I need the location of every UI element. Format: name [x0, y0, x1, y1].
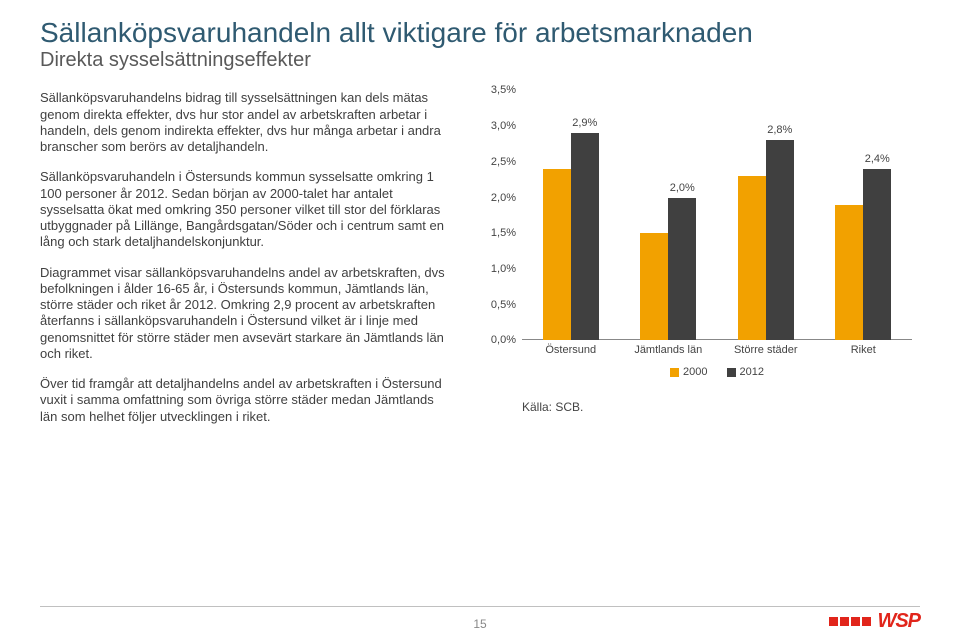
bar-2000: [738, 176, 766, 340]
logo-icon: [829, 617, 871, 626]
y-tick-label: 0,0%: [480, 334, 516, 346]
chart-column: 0,0%0,5%1,0%1,5%2,0%2,5%3,0%3,5% 2,9%2,0…: [470, 90, 920, 439]
bar-2000: [835, 205, 863, 341]
bar-2000: [640, 233, 668, 340]
text-column: Sällanköpsvaruhandelns bidrag till sysse…: [40, 90, 446, 439]
bar-2000: [543, 169, 571, 340]
logo-square: [840, 617, 849, 626]
x-category-label: Riket: [813, 344, 913, 356]
y-tick-label: 2,5%: [480, 156, 516, 168]
chart-legend: 2000 2012: [522, 366, 912, 380]
x-category-label: Jämtlands län: [618, 344, 718, 356]
page-subtitle: Direkta sysselsättningseffekter: [40, 49, 920, 72]
paragraph-2: Sällanköpsvaruhandeln i Östersunds kommu…: [40, 169, 446, 250]
logo-square: [862, 617, 871, 626]
legend-label-2012: 2012: [740, 366, 764, 378]
x-category-label: Östersund: [521, 344, 621, 356]
x-category-label: Större städer: [716, 344, 816, 356]
legend-label-2000: 2000: [683, 366, 707, 378]
page-number: 15: [0, 617, 960, 631]
bar-value-label: 2,8%: [750, 124, 810, 136]
y-tick-label: 1,0%: [480, 263, 516, 275]
bar-2012: [668, 198, 696, 341]
bar-2012: [571, 133, 599, 340]
legend-swatch-2012: [727, 368, 736, 377]
y-tick-label: 3,5%: [480, 84, 516, 96]
y-tick-label: 1,5%: [480, 227, 516, 239]
paragraph-4: Över tid framgår att detaljhandelns ande…: [40, 376, 446, 425]
y-tick-label: 0,5%: [480, 299, 516, 311]
bar-value-label: 2,9%: [555, 117, 615, 129]
logo-square: [829, 617, 838, 626]
logo-square: [851, 617, 860, 626]
y-tick-label: 2,0%: [480, 192, 516, 204]
wsp-logo: WSP: [829, 610, 920, 633]
legend-item-2012: 2012: [727, 366, 764, 378]
paragraph-3: Diagrammet visar sällanköpsvaruhandelns …: [40, 265, 446, 363]
chart-source: Källa: SCB.: [522, 400, 583, 414]
bar-2012: [863, 169, 891, 340]
bar-value-label: 2,4%: [847, 153, 907, 165]
bar-value-label: 2,0%: [652, 182, 712, 194]
bar-chart: 0,0%0,5%1,0%1,5%2,0%2,5%3,0%3,5% 2,9%2,0…: [480, 90, 920, 380]
legend-item-2000: 2000: [670, 366, 707, 378]
footer-divider: [40, 606, 920, 607]
content-columns: Sällanköpsvaruhandelns bidrag till sysse…: [40, 90, 920, 439]
y-axis: 0,0%0,5%1,0%1,5%2,0%2,5%3,0%3,5%: [480, 90, 520, 340]
slide-page: Sällanköpsvaruhandeln allt viktigare för…: [0, 0, 960, 641]
y-tick-label: 3,0%: [480, 120, 516, 132]
page-title: Sällanköpsvaruhandeln allt viktigare för…: [40, 18, 920, 47]
bar-2012: [766, 140, 794, 340]
paragraph-1: Sällanköpsvaruhandelns bidrag till sysse…: [40, 90, 446, 155]
chart-plot-area: 2,9% 2,0% 2,8% 2,4%: [522, 90, 912, 340]
legend-swatch-2000: [670, 368, 679, 377]
logo-text: WSP: [877, 610, 920, 633]
